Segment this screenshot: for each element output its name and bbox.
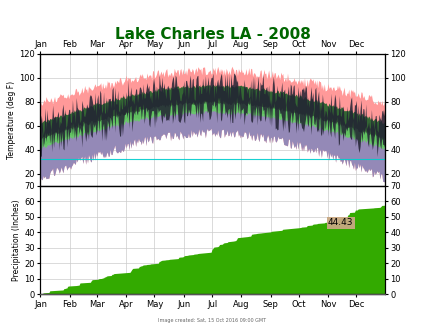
Y-axis label: Temperature (deg F): Temperature (deg F) — [7, 81, 16, 159]
Y-axis label: Precipitation (Inches): Precipitation (Inches) — [12, 199, 21, 281]
Text: Lake Charles LA - 2008: Lake Charles LA - 2008 — [115, 27, 310, 42]
Text: 44.43: 44.43 — [328, 218, 354, 227]
Text: Image created: Sat, 15 Oct 2016 09:00 GMT: Image created: Sat, 15 Oct 2016 09:00 GM… — [159, 318, 266, 323]
